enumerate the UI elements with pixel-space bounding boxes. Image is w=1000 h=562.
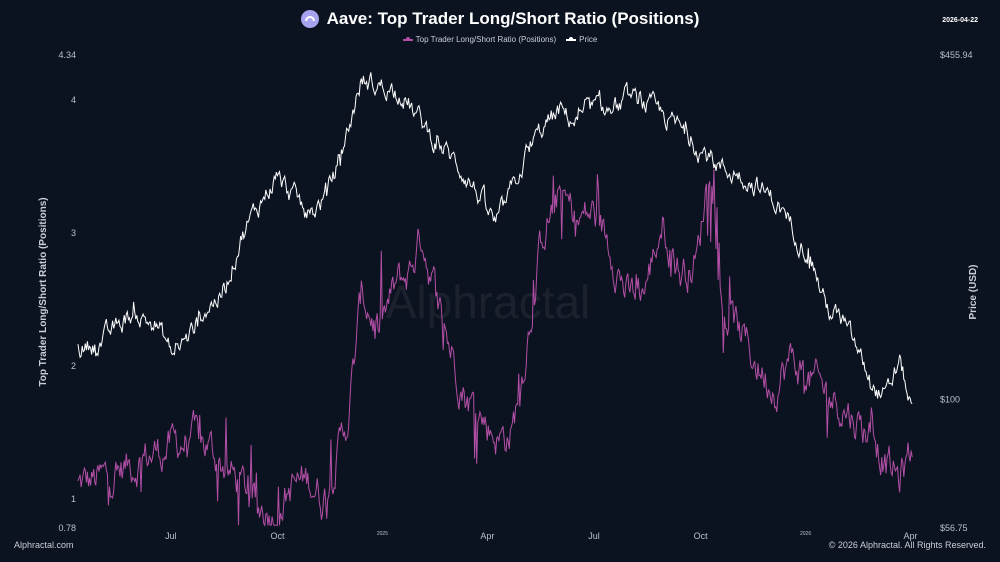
legend-swatch-ratio <box>402 37 413 41</box>
x-tick-label: Jul <box>588 531 600 541</box>
left-tick-label: 2 <box>71 361 76 371</box>
legend-item-price[interactable]: Price <box>566 35 597 44</box>
legend-label-price: Price <box>579 35 598 44</box>
x-tick-label: Apr <box>480 531 494 541</box>
left-tick-label: 4.34 <box>58 50 76 60</box>
right-axis-ticks: $455.94 $100 $56.75 <box>940 50 973 533</box>
x-tick-label: Oct <box>694 531 709 541</box>
legend-item-ratio[interactable]: Top Trader Long/Short Ratio (Positions) <box>402 35 557 44</box>
x-tick-label: 2026 <box>800 531 811 537</box>
right-tick-label: $100 <box>940 394 960 404</box>
x-axis-ticks: Jul Oct 2025 Apr Jul Oct 2026 Apr <box>165 531 917 541</box>
footer-copyright: © 2026 Alphractal. All Rights Reserved. <box>828 540 986 550</box>
left-tick-label: 4 <box>71 95 76 105</box>
chart-date: 2026-04-22 <box>942 17 978 24</box>
series-line-ratio <box>77 169 913 527</box>
x-tick-label: Apr <box>903 531 917 541</box>
right-tick-label: $455.94 <box>940 50 973 60</box>
right-axis-title: Price (USD) <box>968 264 979 319</box>
left-tick-label: 0.78 <box>58 523 76 533</box>
aave-logo-icon <box>300 10 319 28</box>
left-tick-label: 1 <box>71 494 76 504</box>
x-tick-label: Oct <box>271 531 286 541</box>
footer-site: Alphractal.com <box>14 540 74 550</box>
legend-swatch-price <box>566 37 577 41</box>
chart-header: Aave: Top Trader Long/Short Ratio (Posit… <box>0 6 1000 32</box>
x-tick-label: 2025 <box>377 531 388 537</box>
chart-legend: Top Trader Long/Short Ratio (Positions) … <box>0 35 1000 44</box>
series-line-price <box>77 72 913 405</box>
right-tick-label: $56.75 <box>940 523 968 533</box>
chart-title: Aave: Top Trader Long/Short Ratio (Posit… <box>326 9 700 28</box>
watermark: Alphractal <box>386 276 591 328</box>
legend-label-ratio: Top Trader Long/Short Ratio (Positions) <box>415 35 557 44</box>
left-axis-ticks: 4.34 4 3 2 1 0.78 <box>58 50 76 533</box>
x-tick-label: Jul <box>165 531 177 541</box>
left-axis-title: Top Trader Long/Short Ratio (Positions) <box>38 197 49 386</box>
left-tick-label: 3 <box>71 228 76 238</box>
